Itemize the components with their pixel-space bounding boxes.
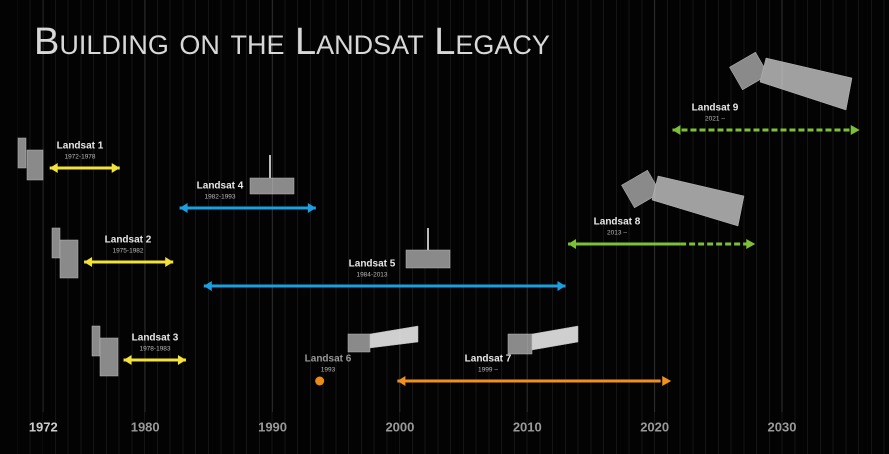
satellite-9 xyxy=(729,51,853,111)
mission-bar xyxy=(397,376,672,386)
bar-end xyxy=(850,125,860,135)
bar-end xyxy=(672,125,681,135)
mission-name: Landsat 7 xyxy=(465,354,512,365)
mission-bar xyxy=(179,203,316,213)
bar-end xyxy=(84,257,93,267)
satellite-8 xyxy=(621,169,745,227)
bar-end xyxy=(557,281,566,291)
mission-dates: 1975-1982 xyxy=(112,248,143,255)
chart-title: Building on the Landsat Legacy xyxy=(34,21,550,63)
mission-name: Landsat 5 xyxy=(349,259,396,270)
satellite-2 xyxy=(51,227,79,279)
x-tick-label: 2030 xyxy=(768,419,797,434)
mission-dates: 1972-1978 xyxy=(64,154,95,161)
satellite-images xyxy=(17,51,853,377)
bar-end xyxy=(203,281,212,291)
mission-point xyxy=(315,376,325,386)
bar-end xyxy=(123,355,132,365)
mission-dates: 1982-1993 xyxy=(204,194,235,201)
bar-end xyxy=(746,239,756,249)
x-tick-label: 1990 xyxy=(258,419,287,434)
bar-end xyxy=(111,163,120,173)
mission-name: Landsat 9 xyxy=(692,103,739,114)
mission-bar xyxy=(49,163,120,173)
mission-name: Landsat 1 xyxy=(57,141,104,152)
mission-dates: 2013 – xyxy=(607,230,627,237)
x-tick-label: 2020 xyxy=(640,419,669,434)
mission-dates: 1993 xyxy=(321,367,336,374)
bar-end xyxy=(165,257,174,267)
mission-bar xyxy=(84,257,174,267)
x-tick-label: 1972 xyxy=(29,419,58,434)
mission-bar xyxy=(568,239,756,249)
x-tick-label: 2010 xyxy=(513,419,542,434)
mission-bar xyxy=(123,355,186,365)
x-tick-label: 2000 xyxy=(385,419,414,434)
satellite-6 xyxy=(347,325,419,353)
satellite-5 xyxy=(405,228,451,269)
satellite-7 xyxy=(507,325,579,355)
mission-dates: 1978-1983 xyxy=(139,346,170,353)
bar-end xyxy=(307,203,316,213)
mission-name: Landsat 4 xyxy=(197,181,244,192)
bar-end xyxy=(397,376,406,386)
mission-dates: 1999 – xyxy=(478,367,498,374)
mission-name: Landsat 2 xyxy=(105,235,152,246)
mission-bar xyxy=(672,125,860,135)
satellite-3 xyxy=(91,325,119,377)
x-tick-label: 1980 xyxy=(131,419,160,434)
bar-end xyxy=(49,163,58,173)
satellite-4 xyxy=(249,155,295,195)
bar-end xyxy=(662,376,672,386)
bar-end xyxy=(568,239,577,249)
mission-dates: 1984-2013 xyxy=(356,272,387,279)
bar-end xyxy=(179,203,188,213)
mission-name: Landsat 6 xyxy=(305,354,352,365)
mission-name: Landsat 8 xyxy=(594,217,641,228)
satellite-1 xyxy=(17,137,44,181)
mission-bar xyxy=(203,281,566,291)
mission-name: Landsat 3 xyxy=(132,333,179,344)
bar-end xyxy=(177,355,186,365)
mission-dates: 2021 – xyxy=(705,116,725,123)
